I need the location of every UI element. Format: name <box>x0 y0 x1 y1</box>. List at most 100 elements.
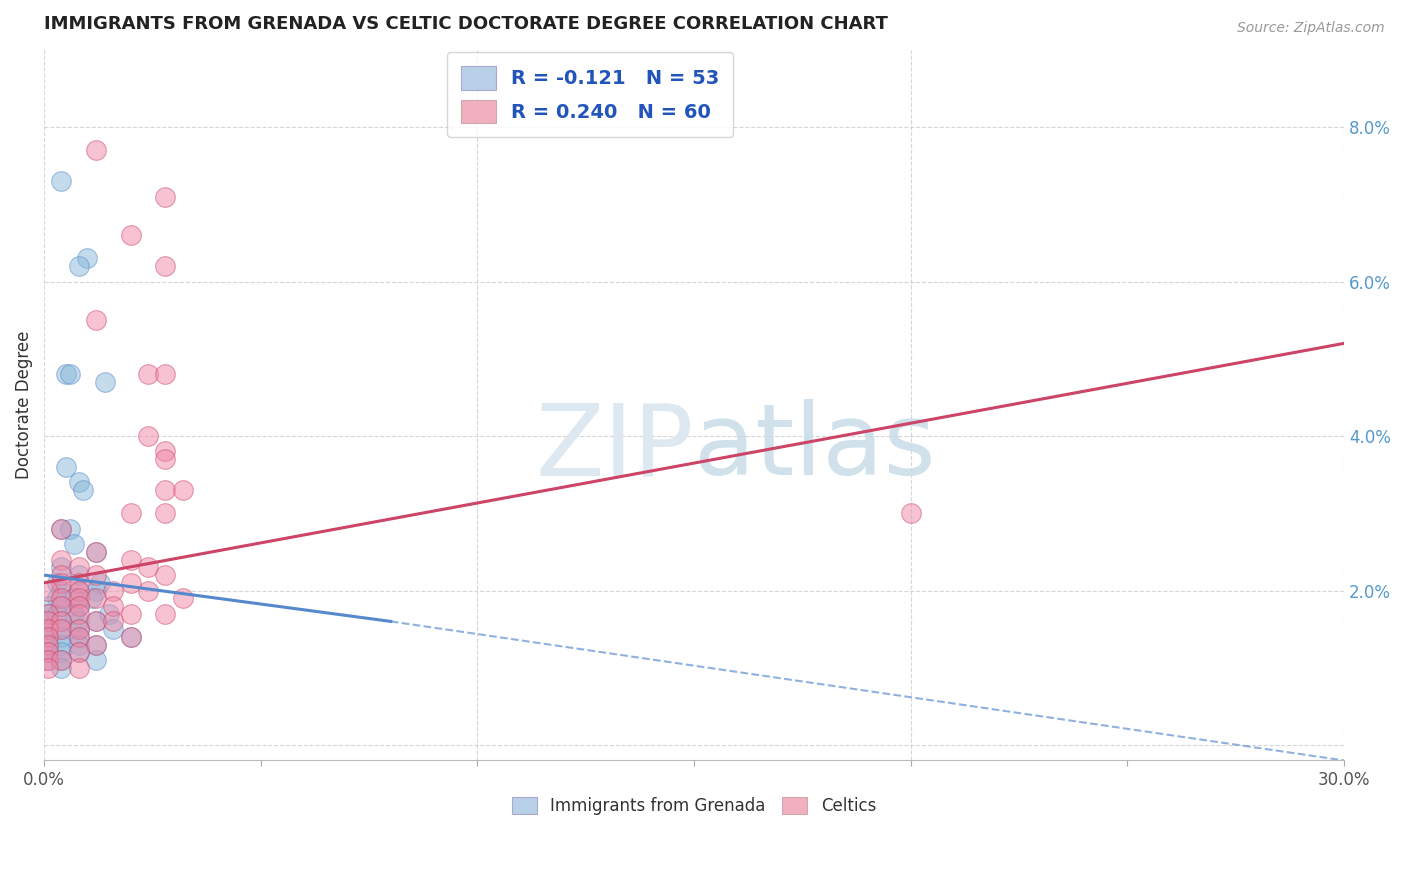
Point <box>900 506 922 520</box>
Point <box>46 607 69 621</box>
Point <box>67 575 90 590</box>
Point <box>155 452 177 467</box>
Point <box>103 599 125 613</box>
Point <box>94 375 117 389</box>
Point <box>84 583 107 598</box>
Point <box>67 607 90 621</box>
Point <box>63 537 86 551</box>
Point <box>37 607 59 621</box>
Point <box>51 645 73 659</box>
Point <box>51 591 73 606</box>
Point <box>120 607 142 621</box>
Point <box>51 630 73 644</box>
Point <box>37 638 59 652</box>
Point <box>84 313 107 327</box>
Point <box>51 622 73 636</box>
Point <box>46 575 69 590</box>
Point <box>67 599 90 613</box>
Point <box>67 661 90 675</box>
Point <box>84 591 107 606</box>
Point <box>67 568 90 582</box>
Point <box>155 506 177 520</box>
Point <box>51 599 73 613</box>
Point <box>103 615 125 629</box>
Point <box>51 522 73 536</box>
Point <box>51 575 73 590</box>
Point <box>51 622 73 636</box>
Point <box>67 583 90 598</box>
Point <box>67 630 90 644</box>
Legend: Immigrants from Grenada, Celtics: Immigrants from Grenada, Celtics <box>503 789 884 823</box>
Point <box>136 429 159 443</box>
Text: IMMIGRANTS FROM GRENADA VS CELTIC DOCTORATE DEGREE CORRELATION CHART: IMMIGRANTS FROM GRENADA VS CELTIC DOCTOR… <box>44 15 889 33</box>
Text: ZIP: ZIP <box>536 400 695 496</box>
Y-axis label: Doctorate Degree: Doctorate Degree <box>15 331 32 479</box>
Point <box>51 615 73 629</box>
Point <box>67 622 90 636</box>
Point <box>37 645 59 659</box>
Point <box>67 475 90 490</box>
Point <box>84 568 107 582</box>
Point <box>63 591 86 606</box>
Point <box>67 645 90 659</box>
Point <box>37 645 59 659</box>
Point <box>51 174 73 188</box>
Point <box>46 591 69 606</box>
Point <box>84 615 107 629</box>
Point <box>120 575 142 590</box>
Point <box>136 368 159 382</box>
Point <box>37 607 59 621</box>
Point <box>120 228 142 243</box>
Point <box>37 653 59 667</box>
Point <box>172 591 194 606</box>
Point <box>155 368 177 382</box>
Point <box>67 560 90 574</box>
Point <box>136 583 159 598</box>
Point <box>155 444 177 458</box>
Point <box>120 506 142 520</box>
Point <box>67 630 90 644</box>
Point <box>155 568 177 582</box>
Point <box>63 607 86 621</box>
Point <box>51 661 73 675</box>
Point <box>67 599 90 613</box>
Point <box>51 638 73 652</box>
Point <box>84 615 107 629</box>
Point <box>37 599 59 613</box>
Point <box>37 638 59 652</box>
Point <box>37 661 59 675</box>
Point <box>84 638 107 652</box>
Point <box>37 622 59 636</box>
Point <box>84 638 107 652</box>
Point <box>155 607 177 621</box>
Point <box>84 143 107 157</box>
Point <box>51 583 73 598</box>
Point <box>51 522 73 536</box>
Point <box>55 368 77 382</box>
Point <box>37 630 59 644</box>
Point <box>67 638 90 652</box>
Point <box>120 630 142 644</box>
Point <box>37 615 59 629</box>
Point <box>76 252 98 266</box>
Point <box>120 552 142 566</box>
Point <box>51 599 73 613</box>
Point <box>80 591 103 606</box>
Point <box>155 259 177 273</box>
Point <box>59 368 82 382</box>
Point <box>37 615 59 629</box>
Point <box>136 560 159 574</box>
Point <box>37 653 59 667</box>
Point <box>120 630 142 644</box>
Point <box>67 591 90 606</box>
Point <box>37 630 59 644</box>
Text: Source: ZipAtlas.com: Source: ZipAtlas.com <box>1237 21 1385 35</box>
Point <box>51 615 73 629</box>
Point <box>72 483 94 497</box>
Point <box>172 483 194 497</box>
Point <box>89 575 111 590</box>
Point <box>51 552 73 566</box>
Point <box>51 568 73 582</box>
Point <box>67 259 90 273</box>
Point <box>67 615 90 629</box>
